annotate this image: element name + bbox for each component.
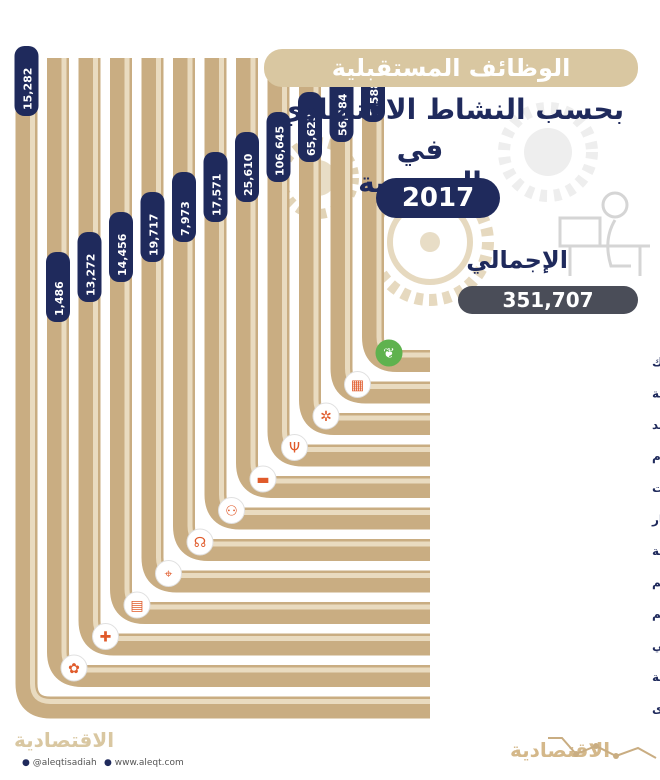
book-icon [123,591,151,619]
value-cap [77,232,102,302]
handshake-icon [218,497,245,524]
value-label: 14,456 [116,233,129,276]
value-cap [203,152,228,222]
value-cap [140,192,165,262]
twitter-handle: ● @aleqtisadiah [22,758,97,768]
category-label: التجارة والإقامة والطعام [652,450,660,465]
value-cap [235,132,259,202]
value-cap [109,212,133,282]
value-label: 7,973 [179,201,192,236]
category-label: التشييد [652,418,660,432]
category-label: النقل والمعلومات والاتصالات [652,481,660,496]
footer: الاقتصادية ● @aleqtisadiah ● www.aleqt.c… [0,728,660,780]
wrench-icon-glyph: ✲ [320,409,332,425]
palette-icon [60,654,88,682]
category-label: قطاع الصناعة [652,387,660,401]
value-cap [172,172,196,242]
twitter-text: @aleqtisadiah [32,758,97,768]
value-label: 1,486 [53,281,66,316]
doctor-icon-glyph: ✚ [100,630,112,646]
value-label: 25,610 [242,153,255,196]
value-cap [329,72,354,142]
title-line1: الوظائف المستقبلية [264,49,638,87]
website-text: www.aleqt.com [114,758,184,768]
bars-group: 7,588 ❦ الزراعة والحراجة وصيد الأسماك 56,48… [14,46,660,719]
value-label: 15,282 [22,68,35,110]
cutlery-icon [281,434,308,461]
value-cap [266,112,291,182]
category-label: صحة الإنسان والعمل الاجتماعي [652,639,660,654]
factory-icon-glyph: ▦ [351,378,364,394]
value-label: 17,571 [211,174,224,216]
book-icon-glyph: ▤ [130,598,143,614]
value-label: 106,645 [274,126,287,176]
map-pin-icon-glyph: ⌖ [165,567,173,583]
category-label: الأنشطة المهنية والعلمية والتقنية [652,543,660,559]
handshake-icon-glyph: ⚇ [225,504,238,520]
trend-line-icon [548,737,657,759]
footer-logo-right: الاقتصادية [510,738,611,762]
value-label: 19,717 [148,214,161,256]
factory-icon [344,371,371,398]
person-desk-icon [558,191,650,276]
wrench-icon [312,402,340,430]
truck-icon-glyph: ▬ [256,472,269,488]
total-value: 351,707 [458,286,638,314]
category-label: الزراعة والحراجة وصيد الأسماك [652,354,660,370]
value-cap [46,252,70,322]
value-label: 56,484 [337,93,350,136]
doctor-icon [92,623,119,650]
plant-icon-glyph: ❦ [383,346,395,362]
value-label: 7,588 [368,81,381,116]
map-pin-icon [155,560,182,587]
website-link[interactable]: ● www.aleqt.com [104,758,184,768]
plant-icon [375,339,403,367]
headset-icon [186,528,214,556]
footer-logo-left: الاقتصادية [14,728,115,752]
category-label: الخدمات الأخرى [652,701,660,716]
total-label: الإجمالي [466,246,568,274]
bar [15,58,430,719]
category-label: المال والتأمين والعقار [651,512,660,528]
bar-highlight [30,58,430,704]
palette-icon-glyph: ✿ [68,661,80,677]
cutlery-icon-glyph: Ψ [289,441,300,457]
year-badge: 2017 [376,178,500,218]
value-cap [14,46,39,116]
value-cap [298,92,322,162]
globe-icon: ● [104,758,112,768]
value-label: 13,272 [85,254,98,296]
category-label: الخدمات الإدارية وخدمات الدعم [652,576,660,591]
category-label: الفنون والترفيه والتسلية [652,670,660,685]
value-label: 65,623 [305,114,318,156]
twitter-icon: ● [22,758,30,768]
truck-icon [249,465,277,493]
category-label: التعليم [652,607,660,621]
title-line2: بحسب النشاط الاقتصادي [277,93,625,126]
headset-icon-glyph: ☊ [194,535,206,551]
